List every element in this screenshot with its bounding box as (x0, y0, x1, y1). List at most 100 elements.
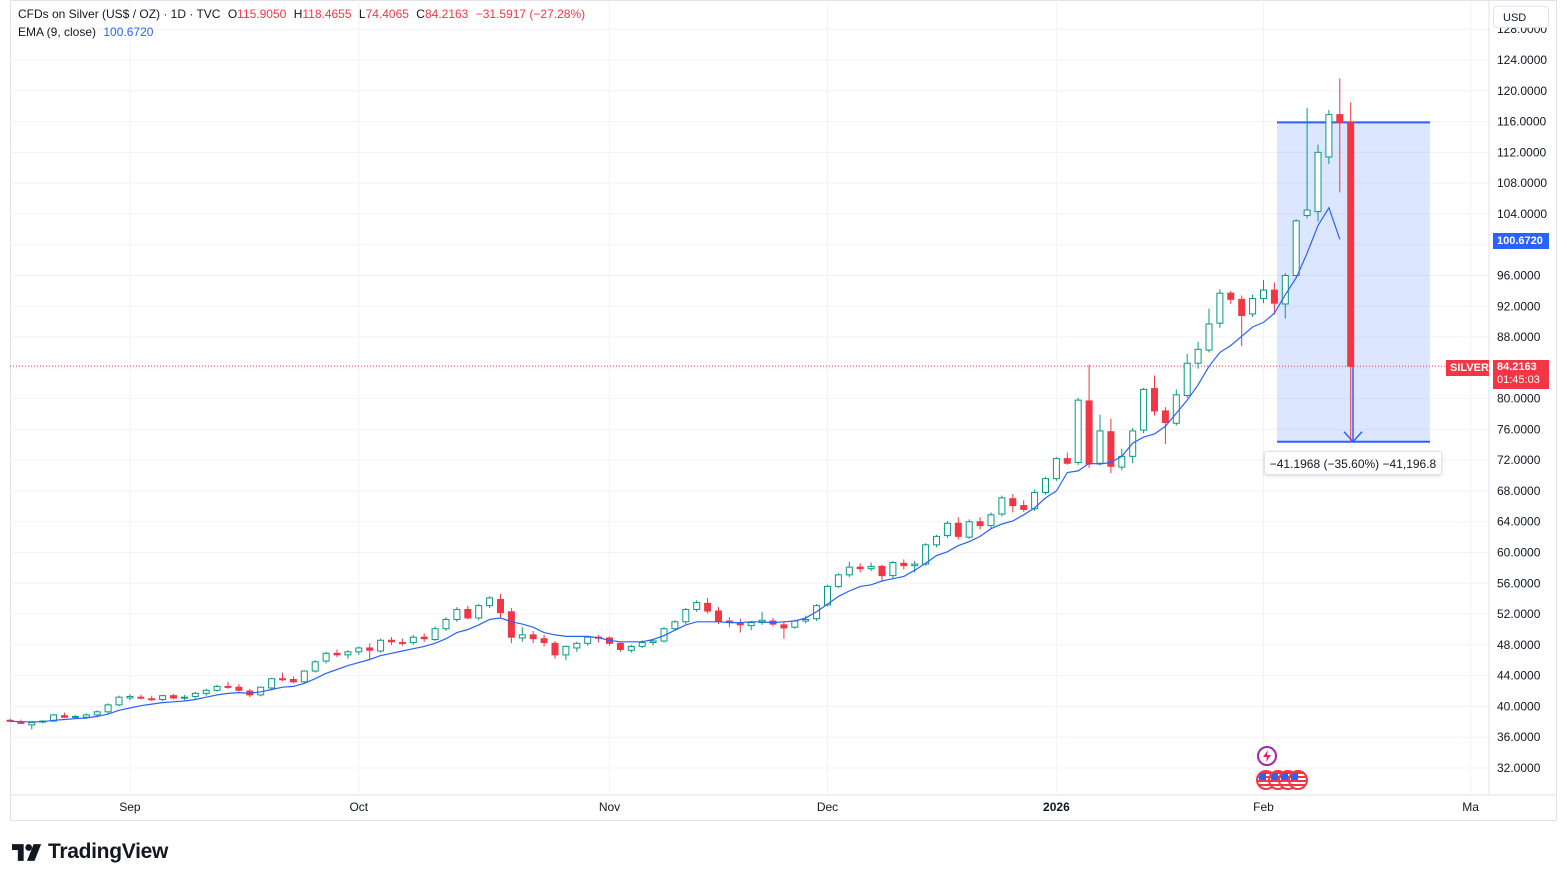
candle[interactable] (213, 684, 221, 692)
candle[interactable] (845, 561, 853, 578)
candle[interactable] (202, 688, 210, 696)
candle[interactable] (1140, 387, 1148, 434)
candle[interactable] (170, 694, 177, 700)
candle[interactable] (398, 638, 406, 646)
candle[interactable] (431, 626, 439, 642)
candle[interactable] (922, 543, 930, 566)
candle[interactable] (1085, 364, 1093, 468)
candle[interactable] (704, 597, 712, 614)
candle[interactable] (736, 618, 744, 633)
candle[interactable] (507, 607, 515, 644)
candle[interactable] (1270, 282, 1278, 315)
candle[interactable] (442, 617, 450, 632)
indicator-legend[interactable]: EMA (9, close) 100.6720 (18, 25, 153, 39)
symbol-title[interactable]: CFDs on Silver (US$ / OZ) · 1D · TVC (18, 7, 221, 21)
candle[interactable] (1183, 353, 1191, 398)
candle[interactable] (1205, 308, 1213, 353)
us-flag-event-icon[interactable] (1288, 770, 1308, 790)
candle[interactable] (377, 638, 385, 653)
candle[interactable] (191, 691, 199, 699)
candle[interactable] (333, 649, 341, 658)
candle[interactable] (475, 604, 483, 621)
candle[interactable] (180, 694, 188, 701)
candle[interactable] (998, 495, 1006, 517)
price-axis[interactable]: 128.0000124.0000120.0000116.0000112.0000… (1497, 22, 1547, 775)
candle[interactable] (933, 534, 940, 548)
candle[interactable] (824, 584, 831, 607)
candle[interactable] (834, 573, 842, 588)
candle[interactable] (486, 596, 494, 608)
candle[interactable] (1194, 341, 1202, 369)
candle[interactable] (420, 633, 428, 642)
candle[interactable] (1052, 457, 1060, 481)
candle[interactable] (900, 559, 908, 570)
candle[interactable] (1238, 295, 1246, 347)
candle[interactable] (1151, 375, 1158, 416)
candle[interactable] (616, 642, 624, 652)
candle[interactable] (104, 703, 112, 714)
candle[interactable] (1314, 144, 1322, 222)
candle[interactable] (518, 627, 526, 642)
ema-line[interactable] (9, 206, 1341, 723)
lightning-event-icon[interactable] (1257, 746, 1277, 766)
candle[interactable] (529, 631, 537, 644)
candle[interactable] (682, 607, 690, 625)
candle[interactable] (268, 677, 276, 690)
candle[interactable] (1303, 107, 1311, 219)
candle[interactable] (693, 600, 701, 612)
candle[interactable] (1292, 219, 1300, 278)
candle[interactable] (780, 621, 788, 639)
candle[interactable] (540, 634, 548, 647)
candle[interactable] (1260, 280, 1267, 304)
candle[interactable] (279, 672, 286, 682)
candle[interactable] (627, 644, 635, 653)
candle[interactable] (671, 620, 679, 632)
candle[interactable] (660, 627, 668, 643)
candle[interactable] (137, 694, 145, 700)
candle[interactable] (148, 695, 156, 702)
candle[interactable] (235, 684, 243, 692)
candle[interactable] (159, 694, 167, 702)
candle[interactable] (573, 641, 581, 652)
candle[interactable] (976, 517, 984, 530)
candle[interactable] (366, 643, 374, 660)
candle[interactable] (1227, 290, 1235, 304)
candle[interactable] (987, 512, 995, 528)
candle[interactable] (344, 650, 352, 659)
candle[interactable] (878, 564, 886, 581)
candle[interactable] (1336, 78, 1344, 193)
candle[interactable] (1249, 294, 1257, 318)
candle[interactable] (224, 681, 232, 689)
candle[interactable] (322, 651, 330, 664)
candle[interactable] (1216, 289, 1224, 328)
candle[interactable] (1096, 414, 1104, 466)
candle[interactable] (1009, 494, 1017, 513)
candle[interactable] (802, 615, 810, 624)
candle[interactable] (1118, 448, 1126, 471)
candles[interactable] (6, 78, 1355, 730)
candle[interactable] (311, 660, 319, 673)
candle[interactable] (28, 721, 36, 730)
candle[interactable] (747, 621, 755, 631)
candle[interactable] (355, 646, 363, 655)
candle[interactable] (388, 637, 395, 645)
candle[interactable] (1172, 389, 1180, 426)
currency-button[interactable]: USD (1493, 6, 1549, 28)
candle[interactable] (1107, 418, 1115, 474)
candle[interactable] (464, 605, 472, 620)
candle[interactable] (497, 594, 504, 618)
time-axis[interactable]: Sep Oct Nov Dec 2026 Feb Ma (119, 800, 1479, 814)
candle[interactable] (965, 519, 973, 539)
candle[interactable] (1347, 102, 1355, 442)
candle[interactable] (453, 607, 461, 622)
candle[interactable] (562, 645, 570, 661)
candle[interactable] (943, 520, 951, 538)
indicator-name[interactable]: EMA (9, close) (18, 25, 97, 39)
candle[interactable] (300, 670, 308, 684)
candle[interactable] (409, 634, 417, 645)
candle[interactable] (889, 560, 897, 579)
candle[interactable] (584, 635, 592, 646)
price-chart[interactable]: 128.0000124.0000120.0000116.0000112.0000… (0, 0, 1567, 822)
candle[interactable] (115, 695, 123, 707)
candle[interactable] (289, 676, 297, 684)
